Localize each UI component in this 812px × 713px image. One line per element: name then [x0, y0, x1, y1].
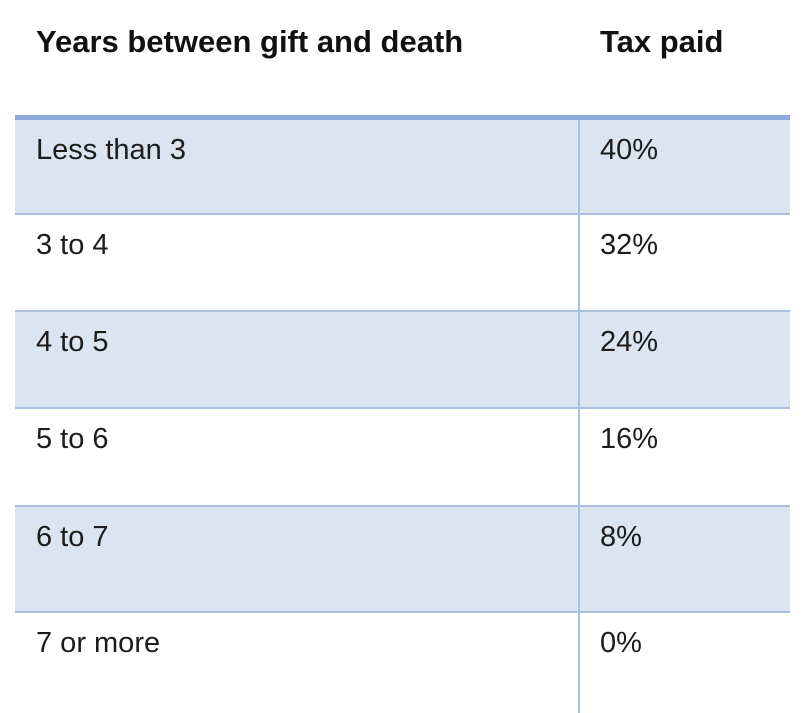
cell-years: Less than 3 — [15, 120, 580, 215]
tax-paid-table: Less than 3 40% 3 to 4 32% 4 to 5 24% 5 … — [15, 115, 790, 713]
table-header: Years between gift and death Tax paid — [15, 22, 812, 62]
cell-years: 4 to 5 — [15, 312, 580, 409]
cell-tax-paid: 24% — [580, 312, 790, 409]
table-row: 3 to 4 32% — [15, 215, 790, 312]
cell-years: 3 to 4 — [15, 215, 580, 312]
table-row: Less than 3 40% — [15, 120, 790, 215]
cell-tax-paid: 32% — [580, 215, 790, 312]
cell-tax-paid: 16% — [580, 409, 790, 507]
cell-years: 7 or more — [15, 613, 580, 713]
cell-years: 6 to 7 — [15, 507, 580, 613]
table-row: 5 to 6 16% — [15, 409, 790, 507]
table-row: 4 to 5 24% — [15, 312, 790, 409]
cell-tax-paid: 0% — [580, 613, 790, 713]
cell-tax-paid: 8% — [580, 507, 790, 613]
header-years-between-gift-and-death: Years between gift and death — [36, 24, 464, 59]
header-tax-paid: Tax paid — [600, 24, 724, 59]
table-row: 7 or more 0% — [15, 613, 790, 713]
cell-tax-paid: 40% — [580, 120, 790, 215]
table-row: 6 to 7 8% — [15, 507, 790, 613]
cell-years: 5 to 6 — [15, 409, 580, 507]
